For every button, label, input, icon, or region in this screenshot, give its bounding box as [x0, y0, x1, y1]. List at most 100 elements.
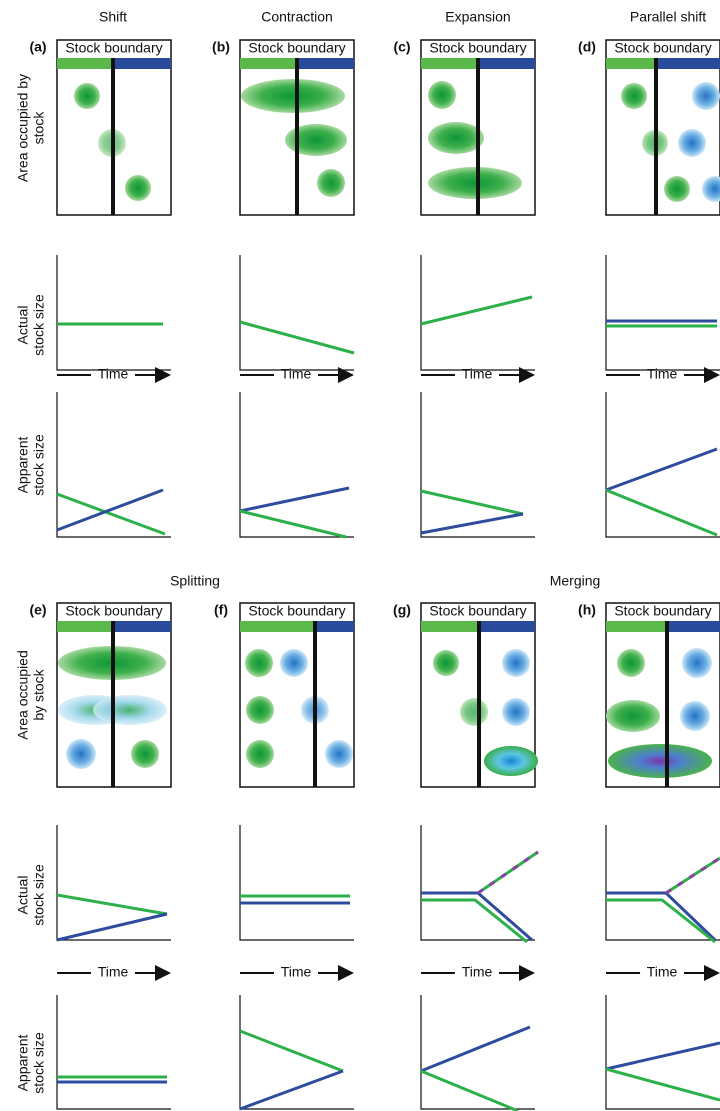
column-title: Shift: [99, 9, 127, 25]
stock-area: [606, 700, 660, 732]
stock-area: [246, 696, 274, 724]
actual-trend: [57, 914, 167, 940]
apparent-axes: [421, 995, 535, 1109]
green-zone: [606, 58, 656, 69]
green-zone: [421, 621, 479, 632]
stock-area: [280, 649, 308, 677]
time-label: Time: [281, 964, 312, 980]
panel-letter: (a): [29, 39, 46, 55]
boundary-label: Stock boundary: [614, 603, 711, 619]
row-label: Actual: [15, 876, 31, 915]
blue-zone: [479, 621, 535, 632]
row-label: Apparent: [15, 1034, 31, 1091]
stock-area: [93, 695, 167, 725]
actual-trend: [421, 297, 532, 324]
row-label: Area occupied: [15, 650, 31, 740]
stock-area: [125, 175, 151, 201]
boundary-label: Stock boundary: [429, 40, 526, 56]
apparent-trend: [421, 491, 523, 514]
actual-axes: [606, 255, 720, 370]
blue-zone: [113, 621, 171, 632]
actual-trend: [57, 895, 167, 914]
time-label: Time: [647, 964, 678, 980]
stock-area: [682, 648, 712, 678]
panel-letter: (f): [214, 602, 228, 618]
stock-area: [692, 82, 720, 110]
stock-area: [241, 79, 345, 113]
stock-area: [502, 649, 530, 677]
figure: Shift Contraction Expansion Parallel shift S…: [0, 0, 720, 1111]
stock-area: [484, 746, 538, 776]
apparent-axes: [606, 392, 720, 537]
stock-area: [428, 81, 456, 109]
blue-zone: [656, 58, 720, 69]
column-title: Expansion: [445, 9, 510, 25]
row-label: stock size: [31, 1032, 47, 1094]
row-label: stock size: [31, 294, 47, 356]
apparent-trend: [57, 494, 165, 534]
group-title: Splitting: [170, 573, 220, 589]
apparent-trend: [57, 490, 163, 530]
group-title: Merging: [550, 573, 601, 589]
stock-area: [608, 744, 712, 778]
boundary-label: Stock boundary: [429, 603, 526, 619]
time-label: Time: [462, 366, 493, 382]
blue-zone: [297, 58, 354, 69]
row-label: Area occupied by: [15, 74, 31, 182]
time-label: Time: [647, 366, 678, 382]
panel-letter: (b): [212, 39, 230, 55]
apparent-trend: [421, 1071, 518, 1111]
stock-area: [617, 649, 645, 677]
row-label: stock size: [31, 434, 47, 496]
green-zone: [240, 621, 315, 632]
row-label: Apparent: [15, 436, 31, 493]
apparent-trend: [606, 1043, 720, 1069]
actual-trend: [606, 900, 715, 942]
actual-axes: [421, 255, 535, 370]
green-zone: [606, 621, 667, 632]
actual-axes: [421, 825, 535, 940]
green-zone: [57, 621, 113, 632]
stock-area: [460, 698, 488, 726]
actual-axes: [57, 825, 171, 940]
stock-area: [325, 740, 353, 768]
panel-letter: (c): [393, 39, 410, 55]
time-label: Time: [462, 964, 493, 980]
apparent-trend: [240, 511, 346, 537]
blue-zone: [113, 58, 171, 69]
row-label: stock size: [31, 864, 47, 926]
actual-axes: [57, 255, 171, 370]
stock-area: [680, 701, 710, 731]
time-label: Time: [98, 366, 129, 382]
green-zone: [421, 58, 478, 69]
stock-area: [246, 740, 274, 768]
stock-area: [678, 129, 706, 157]
actual-axes: [240, 255, 354, 370]
stock-area: [285, 124, 347, 156]
actual-trend: [240, 322, 354, 353]
stock-area: [428, 122, 484, 154]
row-label: stock: [31, 111, 47, 145]
apparent-trend: [240, 1071, 343, 1109]
row-label: Actual: [15, 306, 31, 345]
stock-area: [433, 650, 459, 676]
stock-area: [131, 740, 159, 768]
panel-letter: (h): [578, 602, 596, 618]
blue-zone: [667, 621, 720, 632]
column-title: Parallel shift: [630, 9, 706, 25]
boundary-label: Stock boundary: [65, 603, 162, 619]
stock-area: [664, 176, 690, 202]
apparent-axes: [606, 995, 720, 1109]
blue-zone: [315, 621, 354, 632]
boundary-label: Stock boundary: [614, 40, 711, 56]
green-zone: [57, 58, 113, 69]
column-title: Contraction: [261, 9, 333, 25]
stock-area: [317, 169, 345, 197]
stock-area: [245, 649, 273, 677]
apparent-trend: [421, 1027, 530, 1071]
panel-letter: (g): [393, 602, 411, 618]
row-label: by stock: [31, 668, 47, 720]
apparent-trend: [240, 488, 349, 511]
apparent-trend: [240, 1031, 343, 1071]
boundary-label: Stock boundary: [248, 603, 345, 619]
